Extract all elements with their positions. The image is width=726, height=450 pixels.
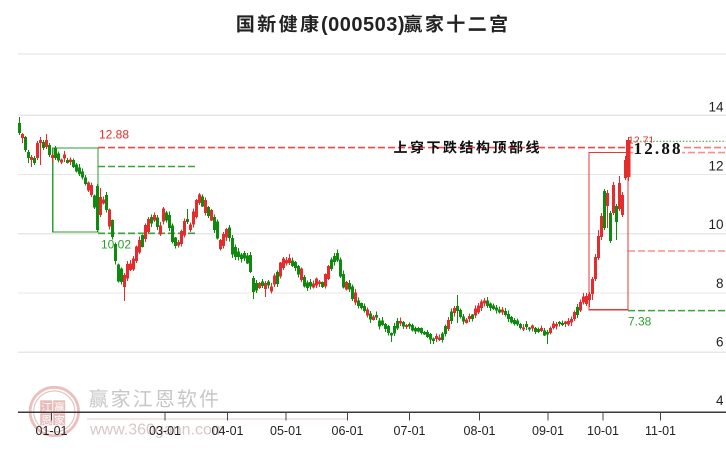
svg-text:10.02: 10.02	[101, 238, 131, 252]
svg-text:4: 4	[716, 393, 724, 408]
svg-text:06-01: 06-01	[332, 424, 364, 438]
svg-text:(000503): (000503)	[321, 14, 405, 36]
svg-text:11-01: 11-01	[645, 424, 676, 438]
svg-text:10: 10	[708, 217, 723, 232]
svg-text:03-01: 03-01	[149, 424, 181, 438]
svg-text:12.88: 12.88	[634, 139, 683, 158]
svg-text:01-01: 01-01	[36, 424, 68, 438]
svg-text:07-01: 07-01	[394, 424, 426, 438]
svg-text:09-01: 09-01	[532, 424, 564, 438]
svg-text:04-01: 04-01	[212, 424, 244, 438]
svg-text:6: 6	[716, 335, 724, 350]
svg-text:10-01: 10-01	[587, 424, 619, 438]
svg-text:8: 8	[716, 276, 724, 291]
svg-text:05-01: 05-01	[270, 424, 302, 438]
svg-text:12.88: 12.88	[99, 128, 129, 142]
svg-text:7.38: 7.38	[628, 315, 652, 329]
svg-text:14: 14	[708, 99, 724, 114]
svg-text:08-01: 08-01	[464, 424, 496, 438]
svg-text:12: 12	[708, 159, 723, 174]
svg-text:www.360gann.com: www.360gann.com	[89, 422, 225, 439]
